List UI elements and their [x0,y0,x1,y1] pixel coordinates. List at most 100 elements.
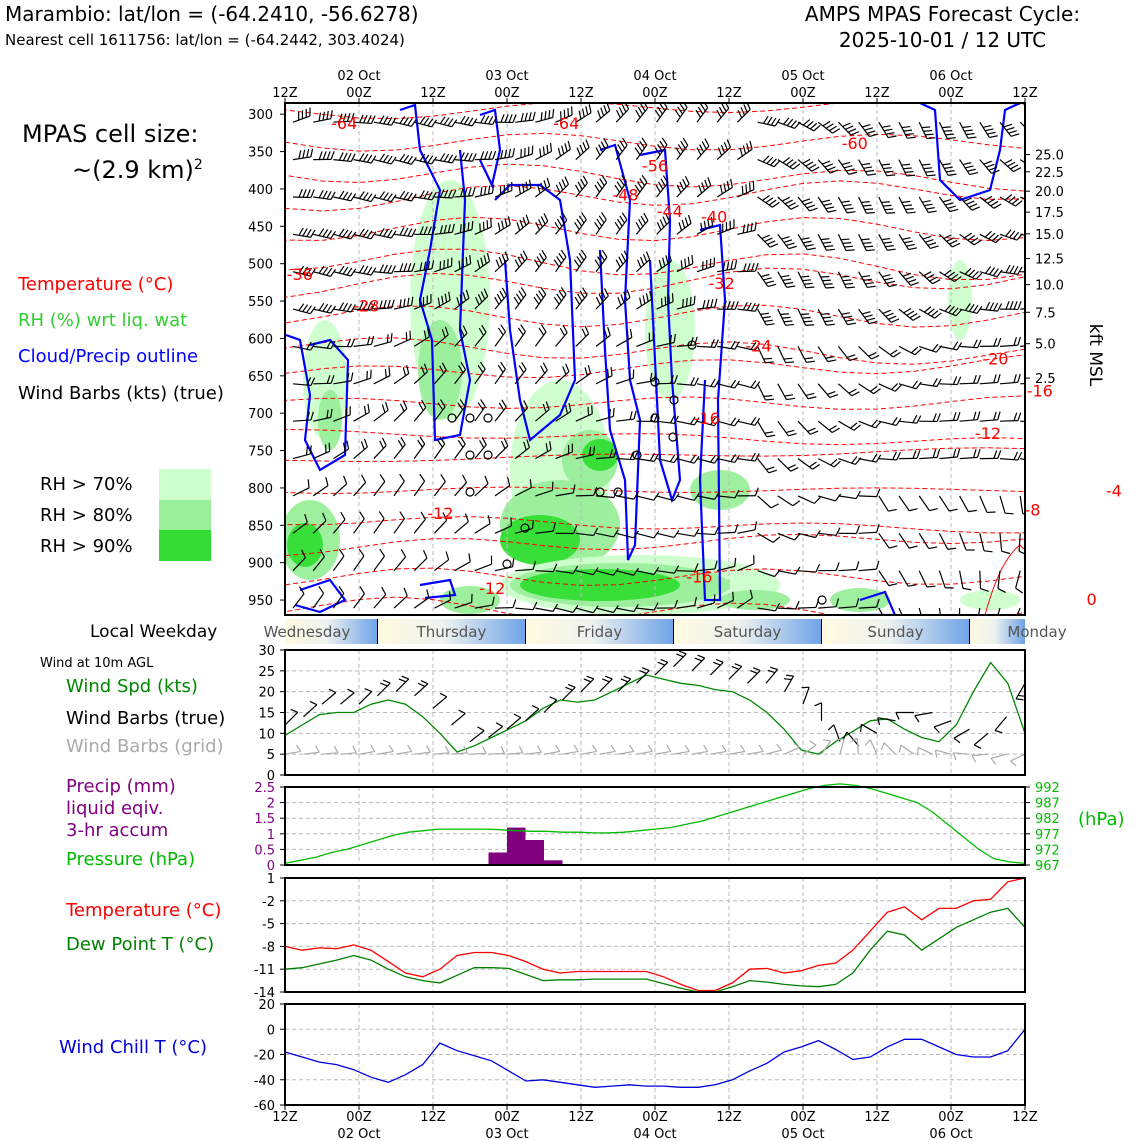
barb-staff [413,407,427,422]
barb-flag [983,160,992,165]
barb-flag [945,202,954,206]
barb-staff [413,557,428,572]
barb-flag [370,231,377,240]
barb-staff [777,383,788,400]
barb-flag [380,682,388,687]
barb-flag [640,215,646,224]
sounding-barb-459 [595,567,619,576]
sounding-barb-277 [656,374,678,385]
barb-flag [977,374,981,384]
barb-flag [370,155,377,164]
barb-flag [645,251,651,260]
barb-staff [1010,753,1026,762]
barb-staff [953,728,970,739]
barb-staff [858,383,874,395]
barb-staff [777,420,789,437]
barb-flag [379,548,385,557]
barb-flag [443,260,445,269]
barb-staff [898,420,917,424]
wind10m-barb-true-18 [617,675,632,693]
barb-flag [742,145,747,154]
barb-flag [439,153,446,162]
barb-flag [358,228,365,237]
sounding-barb-213 [858,308,878,325]
barb-flag [821,160,831,165]
barb-flag [684,744,690,752]
wind10m-barb-true-2 [321,688,337,705]
barb-flag [746,263,751,272]
sounding-barb-48 [515,145,534,161]
barb-staff [312,485,329,497]
sounding-barb-302 [413,399,427,422]
sounding-barb-421 [575,527,599,537]
barb-flag [322,303,329,312]
sounding-barb-470 [818,562,840,572]
barb-flag [806,120,814,128]
barb-staff [656,570,675,574]
barb-flag [805,286,815,289]
barb-flag [360,441,365,450]
sounding-barb-371 [312,477,329,497]
barb-flag [668,252,672,262]
barb-flag [743,104,748,113]
sounding-barb-419 [535,522,556,534]
barb-staff [555,411,572,422]
barb-flag [749,182,751,192]
barb-staff [393,121,412,127]
barb-staff [451,752,468,755]
barb-staff [833,724,841,742]
sounding-barb-505 [777,600,800,610]
barb-flag [420,366,426,375]
barb-flag [855,598,860,607]
sounding-barb-444 [292,549,306,572]
barb-flag [419,226,424,235]
barb-flag [437,439,443,448]
barb-flag [326,375,331,384]
barb-flag [942,163,951,166]
barb-flag [824,283,833,285]
barb-staff [939,456,958,460]
barb-flag [790,120,797,128]
barb-flag [383,154,389,163]
wind10m-panel-ylabel-1: 5 [267,748,275,763]
barb-flag [623,291,628,301]
barb-flag [653,453,659,462]
kft-label-7: 7.5 [1035,306,1056,321]
barb-flag [909,545,918,549]
sounding-barb-259 [292,377,316,387]
barb-flag [592,567,599,576]
barb-flag [443,224,447,234]
barb-staff [515,607,534,611]
sounding-barb-0 [292,107,311,123]
wind10m-barb-true-38 [973,732,989,749]
temp-label-6: -40 [701,207,727,226]
barb-staff [555,451,573,460]
barb-flag [342,229,349,238]
barb-staff [313,118,331,123]
barb-flag [515,293,522,302]
barb-flag [907,211,916,214]
barb-flag [359,586,366,595]
barb-staff [673,750,690,755]
sounding-barb-39 [333,152,356,163]
barb-flag [350,268,357,277]
barb-flag [806,204,816,209]
barb-flag [619,215,626,224]
sounding-barb-387 [636,492,660,501]
barb-flag [568,403,572,412]
barb-flag [988,166,998,171]
barb-staff [710,661,724,676]
barb-flag [572,604,579,613]
sounding-barb-368 [999,451,1023,461]
barb-flag [1005,264,1011,273]
barb-flag [588,104,592,113]
sounding-barb-446 [332,548,345,572]
sounding-barb-401 [918,495,938,512]
barb-flag [512,599,517,608]
sounding-barb-275 [616,369,635,385]
barb-flag [345,407,348,417]
sounding-barb-119 [454,221,474,235]
barb-flag [836,738,845,741]
barb-flag [766,323,775,326]
weekday-monday: Monday [1007,623,1066,641]
